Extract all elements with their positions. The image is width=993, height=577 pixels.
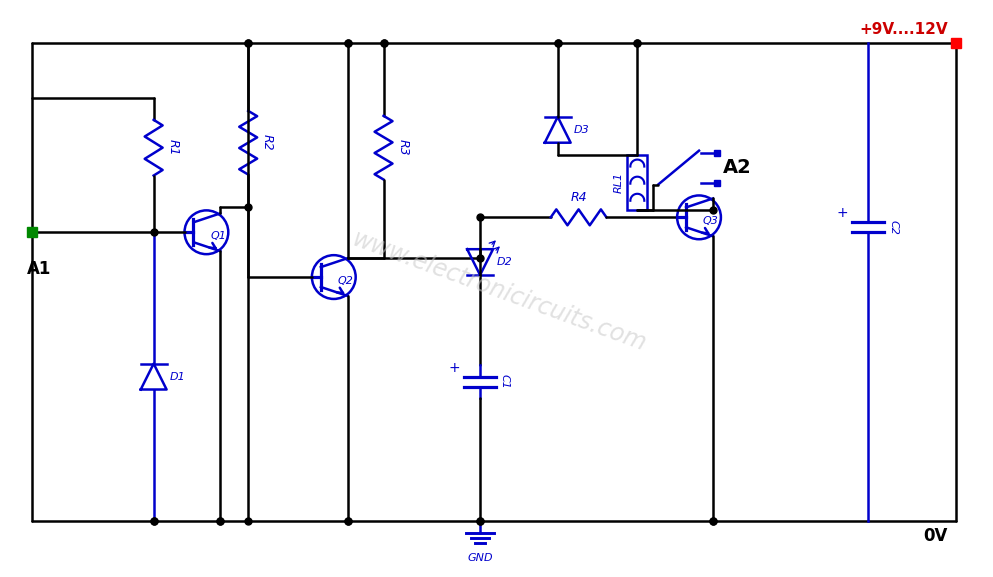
Bar bbox=[628, 155, 647, 210]
Text: Q3: Q3 bbox=[703, 216, 719, 226]
Text: C1: C1 bbox=[500, 374, 510, 389]
Text: +: + bbox=[449, 361, 460, 374]
Text: R1: R1 bbox=[167, 140, 180, 156]
Text: Q1: Q1 bbox=[211, 231, 226, 241]
Text: Q2: Q2 bbox=[338, 276, 354, 286]
Text: D1: D1 bbox=[170, 372, 186, 381]
Text: GND: GND bbox=[468, 553, 493, 563]
Text: C2: C2 bbox=[888, 220, 898, 235]
Text: RL1: RL1 bbox=[614, 172, 624, 193]
Text: 0V: 0V bbox=[923, 527, 947, 545]
Text: R3: R3 bbox=[396, 140, 409, 156]
Text: R4: R4 bbox=[570, 192, 587, 204]
Text: +: + bbox=[837, 207, 848, 220]
Text: www.electronicircuits.com: www.electronicircuits.com bbox=[350, 227, 650, 357]
Text: A2: A2 bbox=[723, 158, 752, 177]
Text: A1: A1 bbox=[27, 260, 52, 278]
Text: D3: D3 bbox=[574, 125, 590, 135]
Text: R2: R2 bbox=[261, 134, 274, 151]
Text: D2: D2 bbox=[497, 257, 512, 267]
Text: +9V....12V: +9V....12V bbox=[859, 23, 947, 37]
